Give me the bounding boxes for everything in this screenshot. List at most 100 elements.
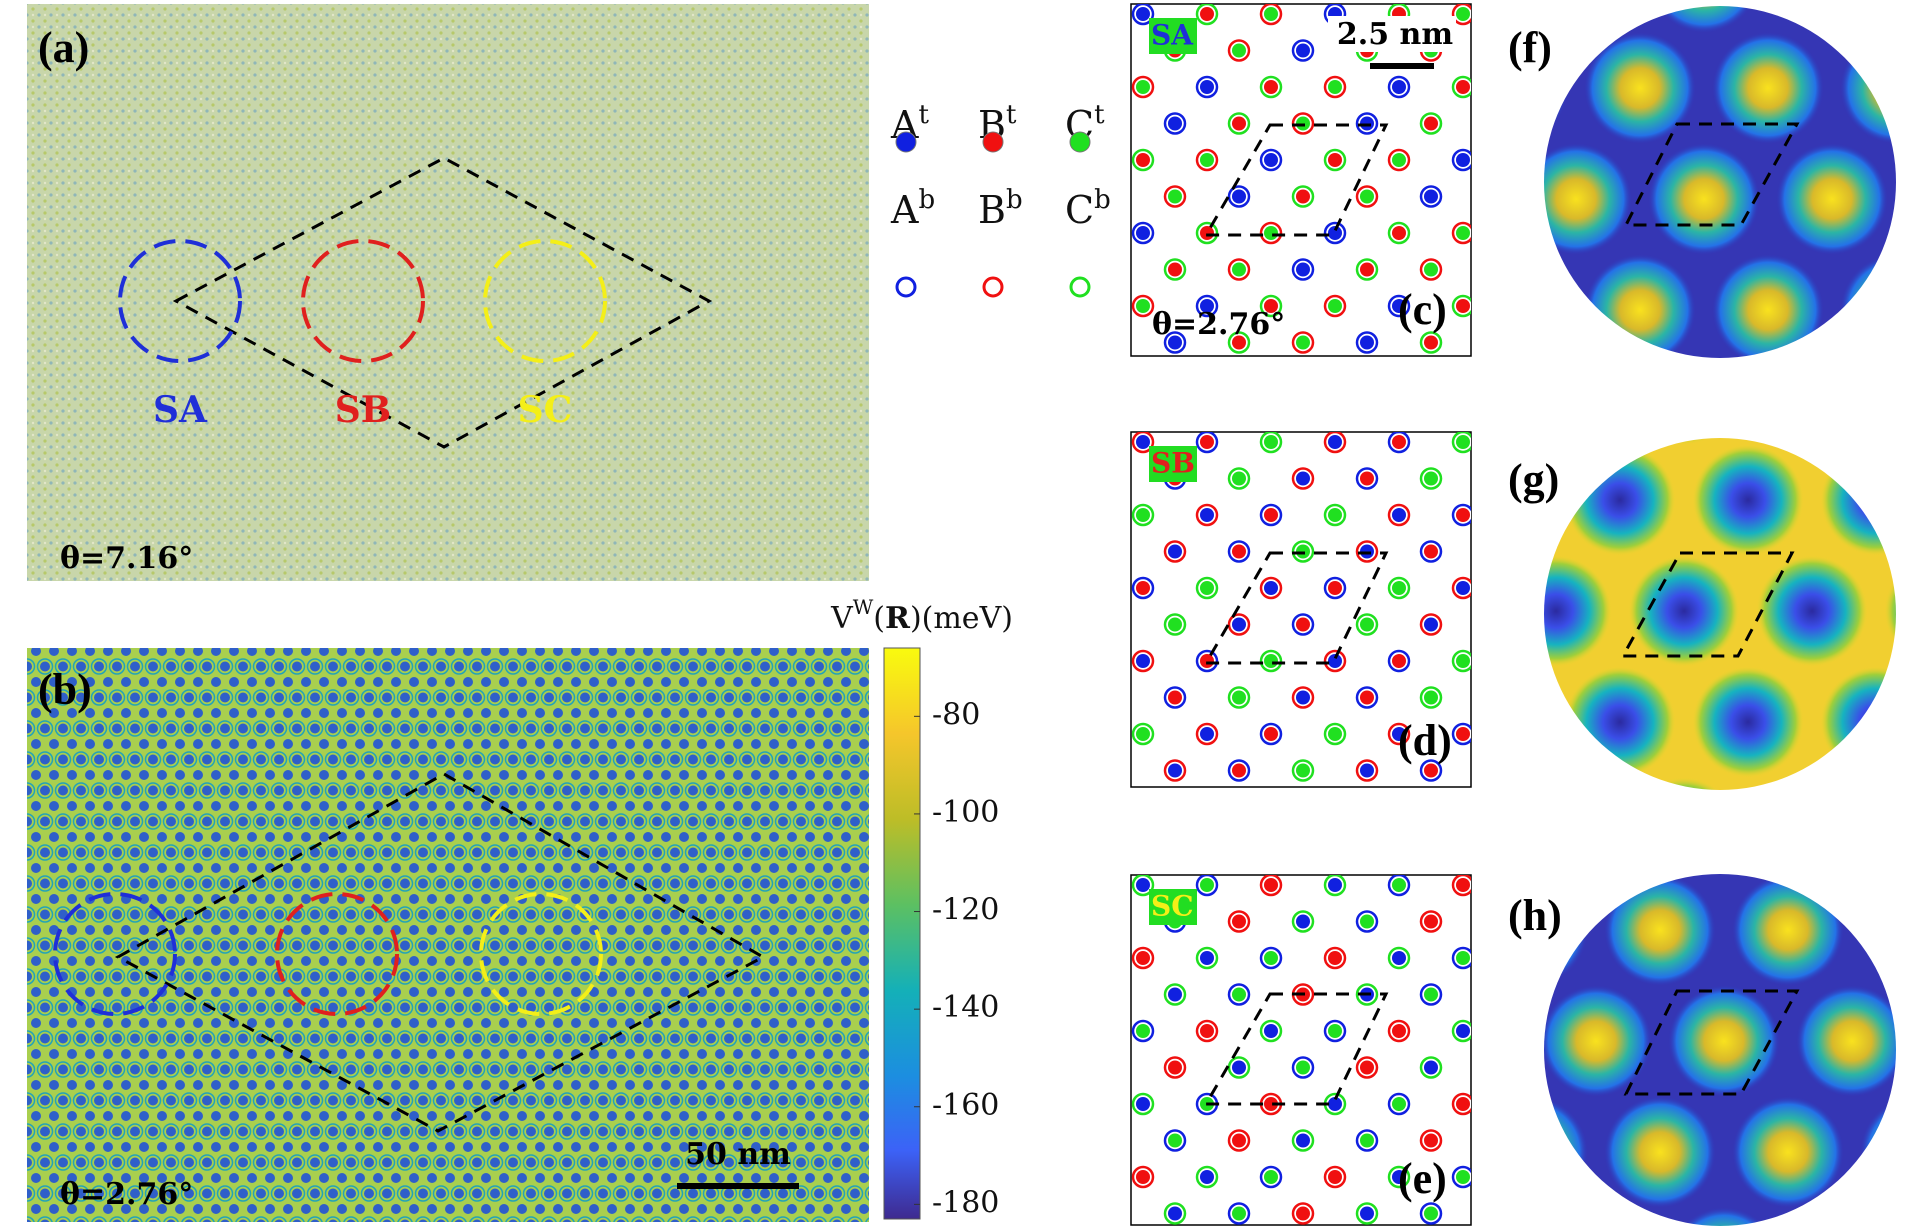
atom-top bbox=[1072, 435, 1086, 449]
atom-bottom bbox=[1517, 77, 1537, 97]
colorbar-tick-label: -180 bbox=[932, 1185, 999, 1220]
atom-top bbox=[1264, 1170, 1278, 1184]
atom-bottom bbox=[1517, 505, 1537, 525]
atom-top bbox=[1264, 654, 1278, 668]
atom-top bbox=[1328, 508, 1342, 522]
legend-sup: b bbox=[1094, 185, 1111, 215]
atom-top bbox=[1200, 581, 1214, 595]
atom-top bbox=[1296, 1133, 1310, 1148]
atom-top bbox=[1488, 263, 1502, 277]
atom-top bbox=[1200, 226, 1214, 240]
atom-top bbox=[1264, 80, 1278, 94]
atom-top bbox=[1456, 153, 1470, 167]
atom-top bbox=[1520, 878, 1534, 892]
stacking-tag-box bbox=[1149, 18, 1197, 54]
atom-top bbox=[1456, 80, 1470, 94]
atom-bottom bbox=[1101, 1204, 1121, 1224]
colorbar-title-part: W bbox=[853, 595, 874, 619]
atom-top bbox=[1456, 1170, 1470, 1184]
atom-top bbox=[1552, 1207, 1566, 1221]
atom-top bbox=[1200, 80, 1214, 94]
atom-top bbox=[1296, 763, 1310, 778]
stacking-tag-box bbox=[1149, 446, 1197, 482]
atom-top bbox=[1200, 508, 1214, 522]
atom-top bbox=[1488, 915, 1502, 929]
atom-top bbox=[1360, 189, 1374, 204]
atom-top bbox=[1136, 508, 1150, 522]
atom-top bbox=[1136, 581, 1150, 595]
atom-bottom bbox=[1101, 542, 1121, 562]
atom-top bbox=[1200, 727, 1214, 741]
atom-bottom bbox=[1485, 542, 1505, 562]
atom-bottom bbox=[1517, 296, 1537, 316]
atom-top bbox=[1168, 763, 1182, 778]
atom-bottom bbox=[1101, 41, 1121, 61]
atom-top bbox=[1392, 654, 1406, 668]
legend-letter: C bbox=[1065, 188, 1094, 232]
atom-bottom bbox=[1069, 1021, 1089, 1041]
atom-top bbox=[1360, 763, 1374, 778]
atom-top bbox=[1296, 335, 1310, 350]
atom-top bbox=[1392, 1170, 1406, 1184]
unit-cell bbox=[1203, 551, 1389, 665]
atom-top bbox=[1072, 878, 1086, 892]
atom-top bbox=[1136, 1024, 1150, 1038]
atom-top bbox=[1424, 189, 1438, 204]
atom-top bbox=[1104, 618, 1118, 632]
atom-bottom bbox=[1101, 761, 1121, 781]
colorbar-title-part: R bbox=[885, 601, 911, 636]
atom-top bbox=[1232, 471, 1246, 486]
atom-bottom bbox=[1517, 578, 1537, 598]
atom-bottom bbox=[1069, 651, 1089, 671]
region-label: SA bbox=[153, 389, 208, 431]
atom-top bbox=[1104, 117, 1118, 131]
atom-top bbox=[1136, 153, 1150, 167]
atom-top bbox=[1264, 508, 1278, 522]
atom-top bbox=[1264, 951, 1278, 965]
atom-bottom bbox=[1069, 432, 1089, 452]
stacking-panel bbox=[1130, 874, 1472, 1226]
atom-top bbox=[1360, 335, 1374, 350]
atom-top bbox=[1136, 727, 1150, 741]
colorbar-title: VW(R)(meV) bbox=[830, 595, 1013, 637]
atom-top bbox=[1424, 471, 1438, 486]
atom-top bbox=[1456, 654, 1470, 668]
atom-top bbox=[1232, 116, 1246, 131]
atom-top bbox=[1424, 262, 1438, 277]
atom-top bbox=[1424, 1060, 1438, 1075]
atom-top bbox=[1328, 878, 1342, 892]
atom-top bbox=[1136, 299, 1150, 313]
colorbar-title-part: ( bbox=[873, 601, 885, 636]
atom-bottom bbox=[1549, 333, 1569, 353]
atom-top bbox=[1104, 472, 1118, 486]
legend-label: Cb bbox=[1065, 185, 1111, 232]
atom-top bbox=[1456, 878, 1470, 892]
twist-angle: θ=2.76° bbox=[60, 1177, 193, 1212]
atom-bottom bbox=[1517, 150, 1537, 170]
atom-top bbox=[1424, 987, 1438, 1002]
atom-top bbox=[1296, 262, 1310, 277]
supercell-outline bbox=[172, 156, 713, 449]
atom-top bbox=[1328, 1024, 1342, 1038]
legend-letter: A bbox=[890, 188, 919, 232]
legend-sup: t bbox=[1094, 100, 1105, 130]
atom-top bbox=[1072, 581, 1086, 595]
atom-top bbox=[1168, 544, 1182, 559]
atom-top bbox=[1392, 153, 1406, 167]
atom-top bbox=[1168, 1060, 1182, 1075]
legend-sup: t bbox=[1006, 100, 1017, 130]
atom-top bbox=[1072, 153, 1086, 167]
atom-top bbox=[1424, 335, 1438, 350]
atom-top bbox=[1072, 299, 1086, 313]
region-label: SB bbox=[335, 389, 391, 431]
potential-disk bbox=[1544, 438, 1896, 790]
atom-top bbox=[1552, 336, 1566, 350]
atom-top bbox=[1520, 1170, 1534, 1184]
atom-top bbox=[1072, 654, 1086, 668]
atom-top bbox=[1168, 987, 1182, 1002]
atom-top bbox=[1328, 299, 1342, 313]
atom-top bbox=[1296, 690, 1310, 705]
atom-top bbox=[1328, 654, 1342, 668]
